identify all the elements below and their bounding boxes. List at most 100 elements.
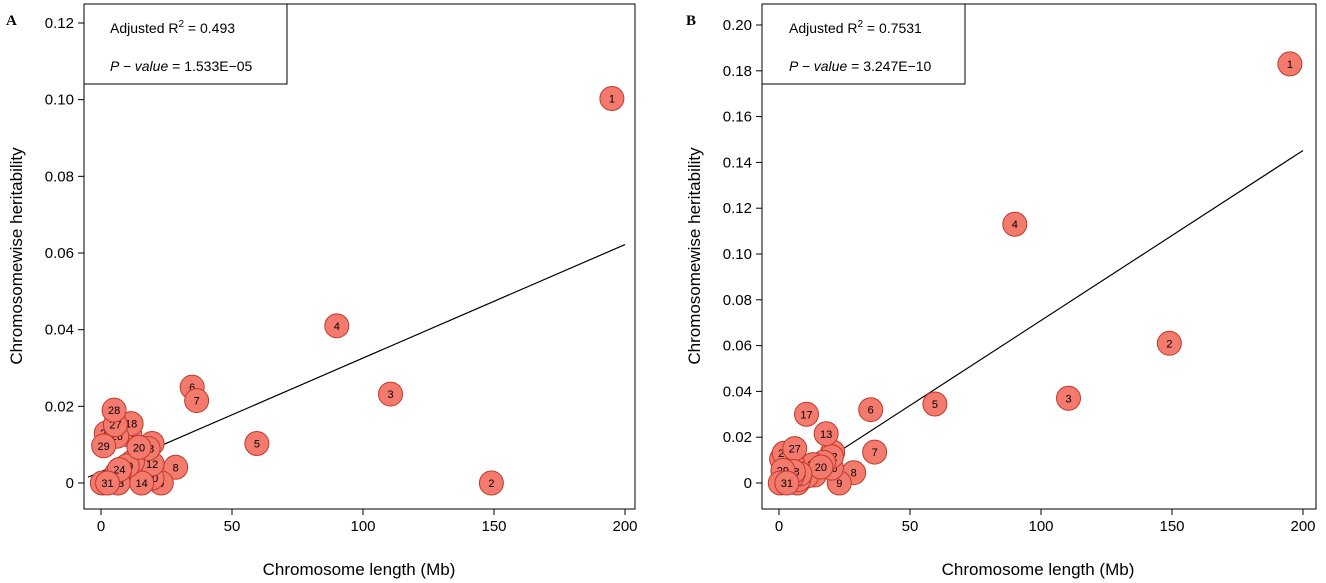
panel-b-legend-r2: Adjusted R2 = 0.7531 [789, 19, 922, 36]
data-point-label: 31 [781, 478, 793, 490]
data-point-chr-29: 29 [91, 433, 117, 459]
data-point-label: 7 [194, 396, 200, 408]
data-point-marker [1002, 211, 1028, 237]
panel-a-legend-r2: Adjusted R2 = 0.493 [110, 19, 235, 36]
x-tick-label: 200 [1290, 518, 1315, 535]
data-point-label: 4 [334, 321, 340, 333]
data-point-marker [774, 470, 800, 496]
y-tick-label: 0.12 [723, 200, 752, 217]
data-point-label: 5 [932, 399, 938, 411]
y-tick-label: 0.04 [723, 383, 752, 400]
panel-b-regression-line [776, 149, 1304, 493]
panel-a: A 00.020.040.060.080.100.12 0 50 100 150 200… [6, 3, 638, 579]
panel-a-regression-line [87, 244, 626, 478]
data-point-marker [126, 434, 152, 460]
data-point-label: 17 [800, 409, 812, 421]
data-point-label: 3 [387, 389, 393, 401]
data-point-label: 2 [1166, 338, 1172, 350]
data-point-marker [858, 397, 884, 423]
y-tick-label: 0.06 [45, 245, 74, 262]
y-tick-label: 0.08 [45, 168, 74, 185]
data-point-label: 1 [1287, 59, 1293, 71]
panel-b: B 00.020.040.060.080.100.120.140.160.180… [685, 3, 1317, 579]
data-point-label: 24 [113, 465, 125, 477]
data-point-chr-2: 2 [1156, 330, 1182, 356]
x-tick-label: 0 [97, 518, 105, 535]
data-point-marker [1277, 51, 1303, 77]
data-point-marker [862, 439, 888, 465]
data-point-label: 28 [108, 405, 120, 417]
x-tick-label: 150 [1159, 518, 1184, 535]
panel-a-points: 1234567891011121314151617181920212223242… [89, 86, 625, 496]
data-point-chr-7: 7 [184, 388, 210, 414]
data-point-label: 5 [254, 439, 260, 451]
data-point-chr-1: 1 [599, 86, 625, 112]
panel-a-letter: A [6, 13, 17, 29]
panel-b-x-axis-title: Chromosome length (Mb) [942, 560, 1135, 579]
y-tick-label: 0 [66, 475, 74, 492]
y-tick-label: 0.04 [45, 322, 74, 339]
data-point-chr-5: 5 [244, 431, 270, 457]
y-tick-label: 0.06 [723, 338, 752, 355]
data-point-chr-4: 4 [1002, 211, 1028, 237]
y-tick-label: 0 [744, 475, 752, 492]
data-point-chr-28: 28 [101, 397, 127, 423]
y-tick-label: 0.10 [723, 246, 752, 263]
data-point-label: 18 [125, 419, 137, 431]
data-point-label: 4 [1012, 219, 1018, 231]
x-tick-label: 50 [902, 518, 919, 535]
data-point-label: 20 [815, 462, 827, 474]
panel-b-points: 1234567891011121314151617181920212223242… [767, 51, 1303, 496]
panel-b-plot-frame [761, 3, 1317, 510]
data-point-chr-7: 7 [862, 439, 888, 465]
data-point-chr-1: 1 [1277, 51, 1303, 77]
x-tick-label: 200 [612, 518, 637, 535]
data-point-label: 1 [609, 94, 615, 106]
data-point-marker [599, 86, 625, 112]
y-tick-label: 0.18 [723, 63, 752, 80]
data-point-chr-4: 4 [324, 313, 350, 339]
data-point-marker [95, 470, 121, 496]
panel-a-x-axis: 0 50 100 150 200 [97, 509, 638, 535]
data-point-label: 8 [173, 462, 179, 474]
data-point-label: 2 [488, 478, 494, 490]
data-point-chr-3: 3 [1056, 385, 1082, 411]
x-tick-label: 150 [481, 518, 506, 535]
data-point-label: 6 [868, 405, 874, 417]
data-point-label: 9 [836, 478, 842, 490]
data-point-label: 14 [135, 478, 147, 490]
data-point-label: 3 [1065, 393, 1071, 405]
data-point-marker [378, 381, 404, 407]
data-point-label: 7 [872, 447, 878, 459]
x-tick-label: 100 [1028, 518, 1053, 535]
data-point-marker [922, 391, 948, 417]
y-tick-label: 0.12 [45, 15, 74, 32]
panel-b-y-axis: 0 0.02 0.04 0.06 0.08 0.10 0.12 0.14 0.16 0.18 0.2… [723, 17, 762, 492]
data-point-chr-20: 20 [808, 454, 834, 480]
x-tick-label: 100 [350, 518, 375, 535]
panel-a-legend-pvalue: P − value = 1.533E−05 [110, 58, 253, 74]
panel-b-x-axis: 0 50 100 150 200 [775, 509, 1316, 535]
data-point-label: 27 [109, 420, 121, 432]
data-point-marker [91, 433, 117, 459]
panel-a-legend: Adjusted R2 = 0.493 P − value = 1.533E−0… [83, 3, 288, 85]
y-tick-label: 0.02 [723, 429, 752, 446]
data-point-marker [324, 313, 350, 339]
data-point-label: 27 [789, 444, 801, 456]
y-tick-label: 0.02 [45, 398, 74, 415]
data-point-label: 8 [851, 468, 857, 480]
x-tick-label: 0 [775, 518, 783, 535]
y-tick-label: 0.08 [723, 292, 752, 309]
data-point-chr-2: 2 [478, 470, 504, 496]
y-tick-label: 0.14 [723, 154, 752, 171]
data-point-marker [184, 388, 210, 414]
panel-b-legend-box [761, 3, 966, 85]
data-point-chr-27: 27 [782, 436, 808, 462]
y-tick-label: 0.10 [45, 92, 74, 109]
data-point-label: 13 [820, 429, 832, 441]
data-point-label: 31 [101, 478, 113, 490]
data-point-label: 12 [146, 459, 158, 471]
data-point-chr-20: 20 [126, 434, 152, 460]
data-point-chr-6: 6 [858, 397, 884, 423]
